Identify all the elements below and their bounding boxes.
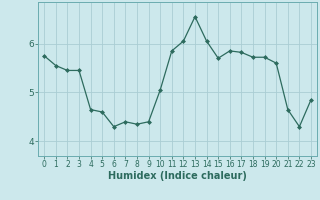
X-axis label: Humidex (Indice chaleur): Humidex (Indice chaleur) <box>108 171 247 181</box>
